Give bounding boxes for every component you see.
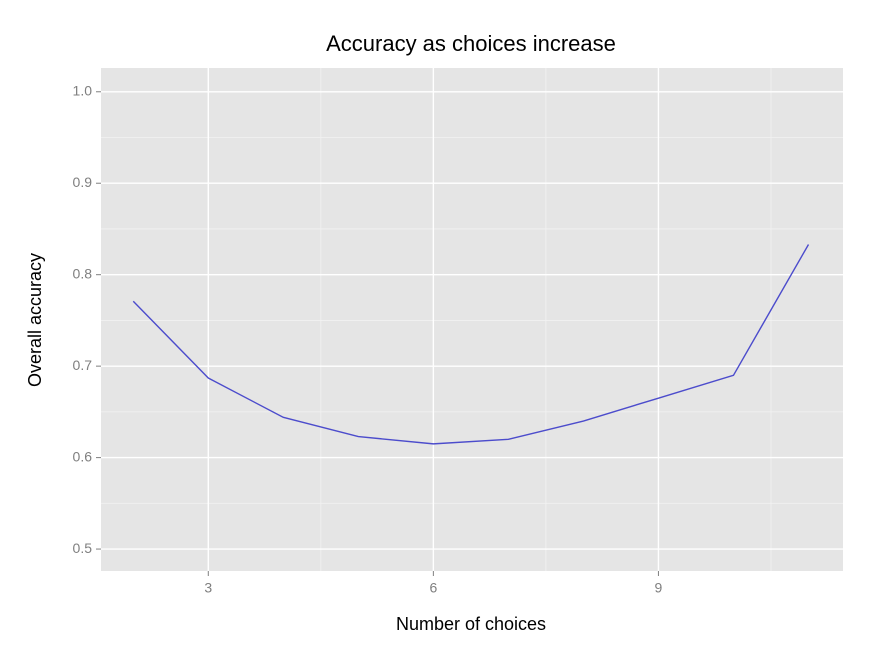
x-axis-label: Number of choices — [396, 614, 546, 634]
y-tick-label: 0.9 — [73, 174, 93, 190]
x-tick-label: 3 — [204, 580, 212, 596]
data-line — [132, 244, 810, 445]
y-tick-label: 1.0 — [73, 82, 93, 98]
y-axis-label: Overall accuracy — [25, 253, 45, 387]
y-tick-label: 0.8 — [73, 265, 93, 281]
y-tick-label: 0.5 — [73, 540, 93, 556]
y-tick-label: 0.7 — [73, 357, 93, 373]
y-tick-label: 0.6 — [73, 448, 93, 464]
chart-title: Accuracy as choices increase — [326, 31, 616, 56]
x-tick-label: 6 — [429, 580, 437, 596]
x-tick-label: 9 — [655, 580, 663, 596]
panel — [101, 68, 843, 571]
